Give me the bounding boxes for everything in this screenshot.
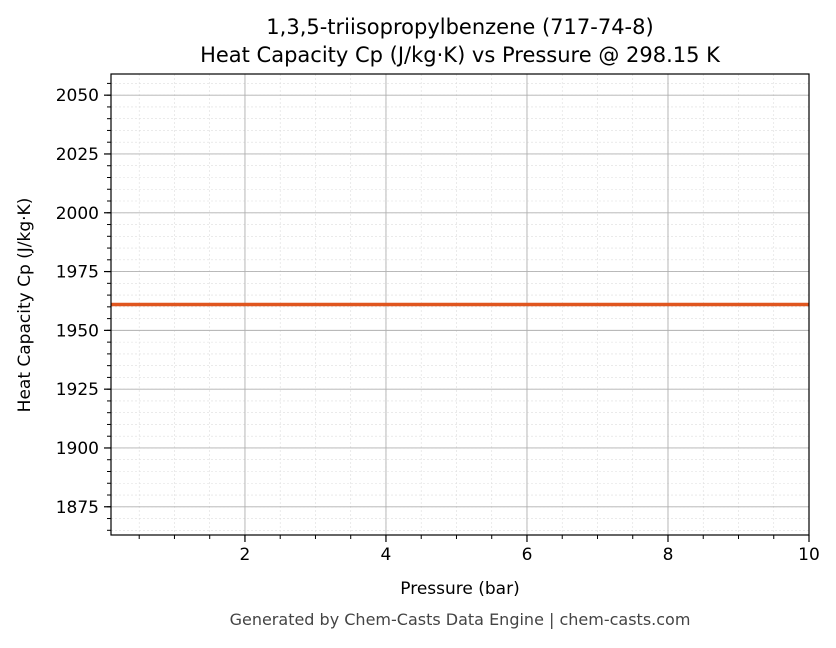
y-tick-label: 1925 (56, 380, 99, 400)
y-tick-label: 1900 (56, 439, 99, 459)
chart-title-line1: 1,3,5-triisopropylbenzene (717-74-8) (266, 15, 653, 39)
y-tick-label: 2025 (56, 145, 99, 165)
x-tick-label: 2 (240, 545, 251, 565)
y-tick-label: 2050 (56, 86, 99, 106)
x-tick-label: 8 (663, 545, 674, 565)
y-tick-label: 1875 (56, 498, 99, 518)
y-axis-label: Heat Capacity Cp (J/kg·K) (15, 198, 35, 413)
x-axis-label: Pressure (bar) (400, 579, 519, 599)
axes-frame (110, 73, 810, 536)
y-tick-label: 1950 (56, 321, 99, 341)
x-tick-label: 10 (798, 545, 820, 565)
grid (111, 74, 810, 535)
ticks: 2 4 6 8 10 1875 1900 1925 1950 1975 2000 2025 2050 (56, 82, 820, 565)
y-tick-label: 1975 (56, 263, 99, 283)
x-tick-label: 4 (381, 545, 392, 565)
y-tick-label: 2000 (56, 204, 99, 224)
footer-credit: Generated by Chem-Casts Data Engine | ch… (230, 610, 691, 629)
x-tick-label: 6 (522, 545, 533, 565)
chart-title-line2: Heat Capacity Cp (J/kg·K) vs Pressure @ … (200, 43, 721, 67)
